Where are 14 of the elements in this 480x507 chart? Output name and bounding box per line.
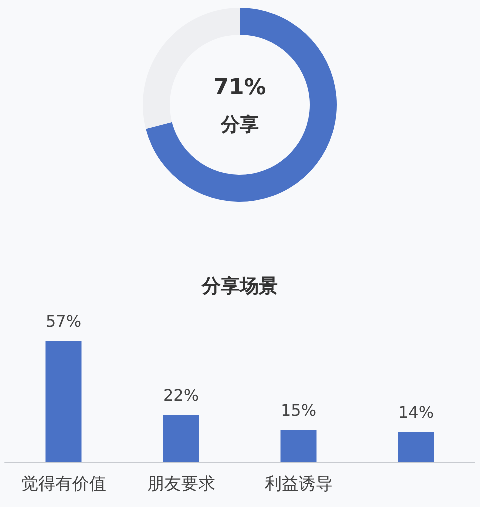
bar (163, 415, 200, 462)
data-label: 57% (46, 312, 82, 331)
x-tick-label: 觉得有价值 (21, 474, 106, 494)
chart-title: 分享场景 (201, 276, 278, 298)
bar (398, 432, 434, 462)
bar (46, 341, 82, 462)
slice-label: 分享 (220, 114, 259, 136)
x-tick-label: 朋友要求 (147, 474, 216, 494)
data-label: 22% (163, 386, 200, 405)
data-label: 71% (214, 76, 266, 100)
x-tick-label: 利益诱导 (264, 474, 333, 494)
data-label: 15% (280, 400, 317, 420)
bar (280, 430, 317, 462)
data-label: 14% (398, 402, 434, 422)
